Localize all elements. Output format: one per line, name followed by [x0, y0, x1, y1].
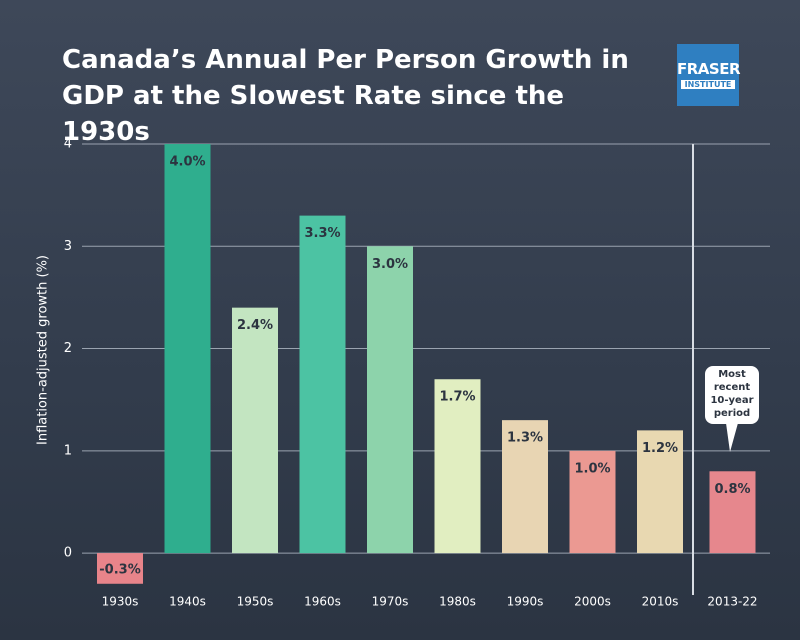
value-label: 2.4%	[237, 318, 273, 333]
x-tick-label: 2013-22	[707, 595, 757, 609]
logo: FRASER INSTITUTE	[677, 44, 741, 106]
x-tick-label: 2010s	[642, 595, 679, 609]
callout-pointer	[726, 423, 738, 452]
value-label: 1.7%	[439, 390, 475, 405]
bar	[164, 144, 211, 554]
x-tick-label: 1950s	[237, 595, 274, 609]
logo-name: FRASER	[677, 60, 741, 78]
logo-subtitle: INSTITUTE	[681, 80, 735, 89]
value-label: -0.3%	[99, 562, 140, 577]
x-tick-label: 1970s	[372, 595, 409, 609]
y-axis-label: Inflation-adjusted growth (%)	[36, 255, 51, 445]
value-label: 3.0%	[372, 257, 408, 272]
y-tick-label: 1	[64, 443, 72, 458]
x-tick-label: 1990s	[507, 595, 544, 609]
x-tick-label: 1930s	[102, 595, 139, 609]
value-label: 1.0%	[574, 461, 610, 476]
annotation: Most recent 10-year period	[705, 366, 759, 424]
value-label: 4.0%	[169, 155, 205, 170]
x-tick-label: 1940s	[169, 595, 206, 609]
bar	[434, 379, 481, 554]
bar	[502, 420, 548, 554]
y-tick-label: 3	[64, 239, 72, 254]
chart-title: Canada’s Annual Per Person Growth in GDP…	[62, 45, 629, 147]
bar	[97, 553, 143, 584]
x-tick-label: 1980s	[439, 595, 476, 609]
value-label: 0.8%	[714, 482, 750, 497]
value-label: 1.3%	[507, 431, 543, 446]
x-tick-label: 1960s	[304, 595, 341, 609]
bar	[709, 471, 756, 554]
y-tick-label: 0	[64, 546, 72, 561]
x-tick-label: 2000s	[574, 595, 611, 609]
bar	[367, 246, 413, 554]
y-tick-label: 4	[64, 137, 72, 152]
y-tick-label: 2	[64, 341, 72, 356]
value-label: 1.2%	[642, 441, 678, 456]
bar	[637, 430, 683, 554]
bar	[232, 307, 278, 554]
bar	[569, 450, 616, 554]
bar	[299, 215, 346, 554]
value-label: 3.3%	[304, 226, 340, 241]
